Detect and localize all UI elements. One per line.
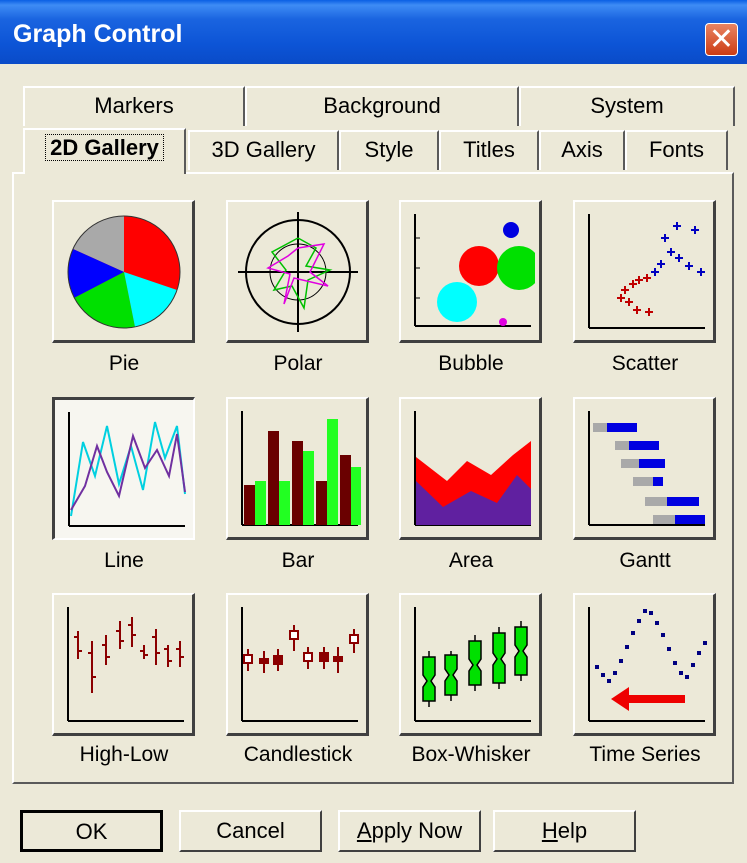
tab-label: Axis xyxy=(561,137,603,162)
gallery-label: Area xyxy=(448,549,494,572)
cancel-label: Cancel xyxy=(216,818,285,843)
apply-label: pply Now xyxy=(371,818,463,843)
tab-markers[interactable]: Markers xyxy=(23,86,245,126)
gallery-label: Bubble xyxy=(438,352,504,375)
gallery-label: Polar xyxy=(273,352,323,375)
ok-label: OK xyxy=(75,819,108,844)
tab-system[interactable]: System xyxy=(519,86,735,126)
gallery-label: Box-Whisker xyxy=(411,743,531,766)
gallery-panel xyxy=(12,172,734,784)
tab-titles[interactable]: Titles xyxy=(439,130,539,170)
gallery-label: Scatter xyxy=(611,352,679,375)
tab-label: Background xyxy=(323,93,441,118)
ok-button[interactable]: OK xyxy=(20,810,163,852)
tab-label: 2D Gallery xyxy=(45,134,164,161)
gallery-label: High-Low xyxy=(79,743,169,766)
time-series-chart-icon xyxy=(588,607,707,722)
scatter-chart-icon xyxy=(588,214,705,329)
tab-label: System xyxy=(590,93,664,118)
line-chart-icon xyxy=(68,412,186,527)
gallery-label: Pie xyxy=(108,352,140,375)
gallery-button-scatter[interactable] xyxy=(573,200,716,343)
gallery-button-high-low[interactable] xyxy=(52,593,195,736)
apply-mnemonic: A xyxy=(356,818,372,843)
gallery-button-line[interactable] xyxy=(52,397,195,540)
tab-label: Style xyxy=(364,137,414,162)
bar-chart-icon xyxy=(241,411,361,526)
box-whisker-chart-icon xyxy=(414,607,531,722)
gallery-button-pie[interactable] xyxy=(52,200,195,343)
tab-label: 3D Gallery xyxy=(211,137,316,162)
gallery-button-bar[interactable] xyxy=(226,397,369,540)
tab-style[interactable]: Style xyxy=(339,130,439,170)
tab-background[interactable]: Background xyxy=(245,86,519,126)
apply-now-button[interactable]: Apply Now xyxy=(338,810,481,852)
window-title: Graph Control xyxy=(13,20,183,48)
gallery-label: Line xyxy=(104,549,144,572)
gallery-label: Gantt xyxy=(619,549,671,572)
tab-axis[interactable]: Axis xyxy=(539,130,625,170)
cancel-button[interactable]: Cancel xyxy=(179,810,322,852)
close-icon: ✕ xyxy=(708,22,735,57)
close-button[interactable]: ✕ xyxy=(705,22,738,57)
help-mnemonic: H xyxy=(541,818,558,843)
tab-label: Titles xyxy=(463,137,515,162)
tab-label: Markers xyxy=(94,93,174,118)
pie-chart-icon xyxy=(67,215,181,329)
gallery-button-area[interactable] xyxy=(399,397,542,540)
gallery-button-gantt[interactable] xyxy=(573,397,716,540)
tab-label: Fonts xyxy=(648,137,705,162)
gallery-label: Candlestick xyxy=(243,743,353,766)
gantt-chart-icon xyxy=(588,411,705,526)
help-button[interactable]: Help xyxy=(493,810,636,852)
candlestick-chart-icon xyxy=(241,607,359,722)
high-low-chart-icon xyxy=(67,607,184,722)
gallery-label: Time Series xyxy=(589,743,701,766)
gallery-button-polar[interactable] xyxy=(226,200,369,343)
tab-2d-gallery[interactable]: 2D Gallery xyxy=(23,128,186,174)
gallery-label: Bar xyxy=(281,549,315,572)
help-label: elp xyxy=(557,818,588,843)
title-bar[interactable]: Graph Control ✕ xyxy=(0,0,747,64)
gallery-button-candlestick[interactable] xyxy=(226,593,369,736)
area-chart-icon xyxy=(414,411,531,526)
tab-3d-gallery[interactable]: 3D Gallery xyxy=(188,130,339,170)
tab-fonts[interactable]: Fonts xyxy=(625,130,728,170)
gallery-button-bubble[interactable] xyxy=(399,200,542,343)
gallery-button-time-series[interactable] xyxy=(573,593,716,736)
bubble-chart-icon xyxy=(414,214,535,327)
polar-chart-icon xyxy=(238,212,358,332)
gallery-button-box-whisker[interactable] xyxy=(399,593,542,736)
